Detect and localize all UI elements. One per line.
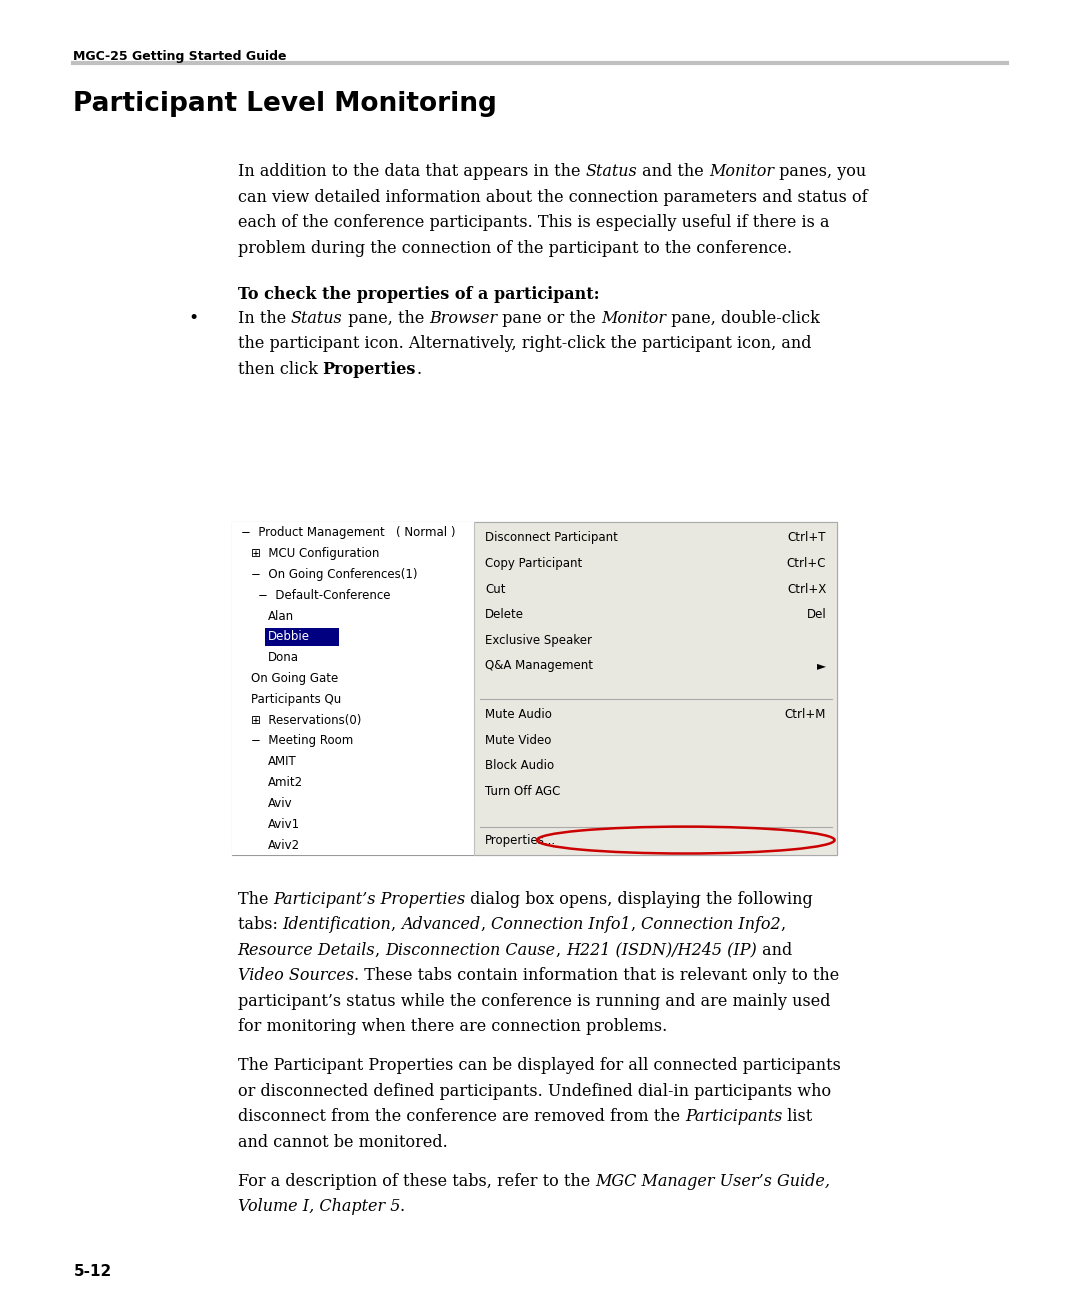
Text: then click: then click bbox=[238, 360, 323, 377]
Text: ,: , bbox=[391, 917, 402, 934]
Text: Participants: Participants bbox=[685, 1107, 782, 1126]
Text: Q&A Management: Q&A Management bbox=[485, 660, 593, 673]
Text: pane, double-click: pane, double-click bbox=[666, 310, 820, 326]
FancyBboxPatch shape bbox=[232, 522, 837, 855]
Text: Identification: Identification bbox=[283, 917, 391, 934]
Text: H221 (ISDN)/H245 (IP): H221 (ISDN)/H245 (IP) bbox=[566, 942, 757, 959]
Text: Exclusive Speaker: Exclusive Speaker bbox=[485, 633, 592, 646]
Text: Debbie: Debbie bbox=[268, 631, 310, 644]
Text: Del: Del bbox=[807, 609, 826, 622]
Text: Disconnect Participant: Disconnect Participant bbox=[485, 532, 618, 545]
Text: −  Default-Conference: − Default-Conference bbox=[258, 589, 390, 602]
Text: dialog box opens, displaying the following: dialog box opens, displaying the followi… bbox=[465, 891, 813, 908]
Text: −  On Going Conferences(1): − On Going Conferences(1) bbox=[251, 568, 417, 581]
Text: Ctrl+C: Ctrl+C bbox=[786, 556, 826, 569]
Text: •: • bbox=[188, 310, 198, 326]
Text: panes, you: panes, you bbox=[774, 163, 866, 180]
Text: ,: , bbox=[631, 917, 640, 934]
Text: Disconnection Cause: Disconnection Cause bbox=[386, 942, 555, 959]
Text: ,: , bbox=[375, 942, 386, 959]
Text: Advanced: Advanced bbox=[402, 917, 481, 934]
Text: Aviv: Aviv bbox=[268, 797, 292, 810]
Text: pane or the: pane or the bbox=[498, 310, 602, 326]
Text: Copy Participant: Copy Participant bbox=[485, 556, 582, 569]
Text: Delete: Delete bbox=[485, 609, 524, 622]
Text: Amit2: Amit2 bbox=[268, 776, 302, 789]
Text: MGC Manager User’s Guide,: MGC Manager User’s Guide, bbox=[595, 1173, 829, 1190]
Text: Turn Off AGC: Turn Off AGC bbox=[485, 785, 561, 798]
Text: Mute Video: Mute Video bbox=[485, 734, 551, 747]
Text: list: list bbox=[782, 1107, 812, 1126]
Text: In addition to the data that appears in the: In addition to the data that appears in … bbox=[238, 163, 585, 180]
Text: Mute Audio: Mute Audio bbox=[485, 708, 552, 721]
Text: To check the properties of a participant:: To check the properties of a participant… bbox=[238, 286, 599, 303]
Text: Dona: Dona bbox=[268, 652, 298, 665]
Text: ⊞  MCU Configuration: ⊞ MCU Configuration bbox=[251, 547, 379, 560]
Text: Connection Info1: Connection Info1 bbox=[491, 917, 631, 934]
Text: Cut: Cut bbox=[485, 582, 505, 596]
FancyBboxPatch shape bbox=[232, 522, 474, 855]
Text: or disconnected defined participants. Undefined dial-in participants who: or disconnected defined participants. Un… bbox=[238, 1083, 831, 1100]
Text: 5-12: 5-12 bbox=[73, 1264, 111, 1279]
Text: Volume I, Chapter 5: Volume I, Chapter 5 bbox=[238, 1199, 400, 1216]
Text: tabs:: tabs: bbox=[238, 917, 283, 934]
Text: Resource Details: Resource Details bbox=[238, 942, 375, 959]
Text: Ctrl+M: Ctrl+M bbox=[785, 708, 826, 721]
Text: Properties: Properties bbox=[323, 360, 416, 377]
Text: problem during the connection of the participant to the conference.: problem during the connection of the par… bbox=[238, 239, 792, 257]
Text: Video Sources: Video Sources bbox=[238, 968, 354, 985]
Text: and the: and the bbox=[637, 163, 708, 180]
Text: Properties...: Properties... bbox=[485, 833, 556, 846]
Text: Participants Qu: Participants Qu bbox=[251, 692, 341, 705]
Text: −  Product Management   ( Normal ): − Product Management ( Normal ) bbox=[241, 526, 456, 539]
Text: AMIT: AMIT bbox=[268, 755, 296, 768]
FancyBboxPatch shape bbox=[474, 522, 837, 855]
Text: .: . bbox=[400, 1199, 405, 1216]
Text: Block Audio: Block Audio bbox=[485, 759, 554, 772]
Text: Status: Status bbox=[291, 310, 342, 326]
Text: Browser: Browser bbox=[429, 310, 498, 326]
Text: Participant’s Properties: Participant’s Properties bbox=[273, 891, 465, 908]
Text: Monitor: Monitor bbox=[708, 163, 774, 180]
Text: disconnect from the conference are removed from the: disconnect from the conference are remov… bbox=[238, 1107, 685, 1126]
Text: Monitor: Monitor bbox=[602, 310, 666, 326]
Text: In the: In the bbox=[238, 310, 291, 326]
Text: For a description of these tabs, refer to the: For a description of these tabs, refer t… bbox=[238, 1173, 595, 1190]
FancyBboxPatch shape bbox=[266, 628, 339, 646]
Text: Aviv1: Aviv1 bbox=[268, 818, 299, 831]
Text: for monitoring when there are connection problems.: for monitoring when there are connection… bbox=[238, 1019, 666, 1036]
Text: . These tabs contain information that is relevant only to the: . These tabs contain information that is… bbox=[354, 968, 839, 985]
Text: pane, the: pane, the bbox=[342, 310, 429, 326]
Text: Ctrl+X: Ctrl+X bbox=[787, 582, 826, 596]
Text: Ctrl+T: Ctrl+T bbox=[787, 532, 826, 545]
Text: ⊞  Reservations(0): ⊞ Reservations(0) bbox=[251, 713, 361, 726]
Text: and cannot be monitored.: and cannot be monitored. bbox=[238, 1134, 447, 1151]
Text: The Participant Properties can be displayed for all connected participants: The Participant Properties can be displa… bbox=[238, 1058, 840, 1075]
Text: Alan: Alan bbox=[268, 610, 294, 623]
Text: ►: ► bbox=[818, 660, 826, 673]
Text: ,: , bbox=[781, 917, 786, 934]
Text: Status: Status bbox=[585, 163, 637, 180]
Text: participant’s status while the conference is running and are mainly used: participant’s status while the conferenc… bbox=[238, 993, 831, 1010]
Text: Connection Info2: Connection Info2 bbox=[640, 917, 781, 934]
Text: ,: , bbox=[555, 942, 566, 959]
Text: and: and bbox=[757, 942, 792, 959]
Text: ,: , bbox=[481, 917, 491, 934]
Text: Aviv2: Aviv2 bbox=[268, 838, 299, 852]
Text: The: The bbox=[238, 891, 273, 908]
Text: −  Meeting Room: − Meeting Room bbox=[251, 734, 353, 747]
Text: the participant icon. Alternatively, right-click the participant icon, and: the participant icon. Alternatively, rig… bbox=[238, 336, 811, 353]
Text: can view detailed information about the connection parameters and status of: can view detailed information about the … bbox=[238, 188, 867, 206]
Text: each of the conference participants. This is especially useful if there is a: each of the conference participants. Thi… bbox=[238, 214, 829, 231]
Text: Participant Level Monitoring: Participant Level Monitoring bbox=[73, 91, 497, 118]
Text: .: . bbox=[416, 360, 421, 377]
Text: MGC-25 Getting Started Guide: MGC-25 Getting Started Guide bbox=[73, 50, 287, 63]
Text: On Going Gate: On Going Gate bbox=[251, 673, 338, 686]
